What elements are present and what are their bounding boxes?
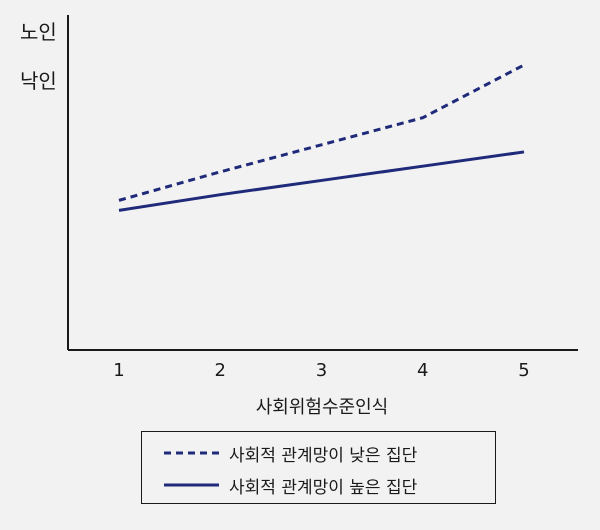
x-tick-label: 4 bbox=[417, 360, 428, 381]
x-tick-label: 1 bbox=[113, 360, 124, 381]
legend-item-high: 사회적 관계망이 높은 집단 bbox=[164, 470, 417, 500]
y-axis-label-line-2: 낙인 bbox=[20, 69, 57, 93]
legend-label-high: 사회적 관계망이 높은 집단 bbox=[229, 477, 418, 498]
series-line-high bbox=[118, 150, 525, 212]
dashed-line-swatch bbox=[164, 451, 219, 455]
legend: 사회적 관계망이 낮은 집단 사회적 관계망이 높은 집단 bbox=[141, 431, 496, 504]
x-tick-label: 3 bbox=[316, 360, 327, 381]
y-axis-label-line-1: 노인 bbox=[20, 20, 57, 44]
x-tick-label: 2 bbox=[215, 360, 226, 381]
x-axis-label: 사회위험수준인식 bbox=[256, 397, 388, 418]
legend-item-low: 사회적 관계망이 낮은 집단 bbox=[164, 438, 417, 468]
series-line-low bbox=[118, 63, 525, 202]
x-tick-label: 5 bbox=[518, 360, 529, 381]
solid-line-swatch bbox=[164, 483, 219, 487]
legend-label-low: 사회적 관계망이 낮은 집단 bbox=[229, 445, 418, 466]
y-axis-label: 노인 낙인 bbox=[20, 22, 60, 92]
